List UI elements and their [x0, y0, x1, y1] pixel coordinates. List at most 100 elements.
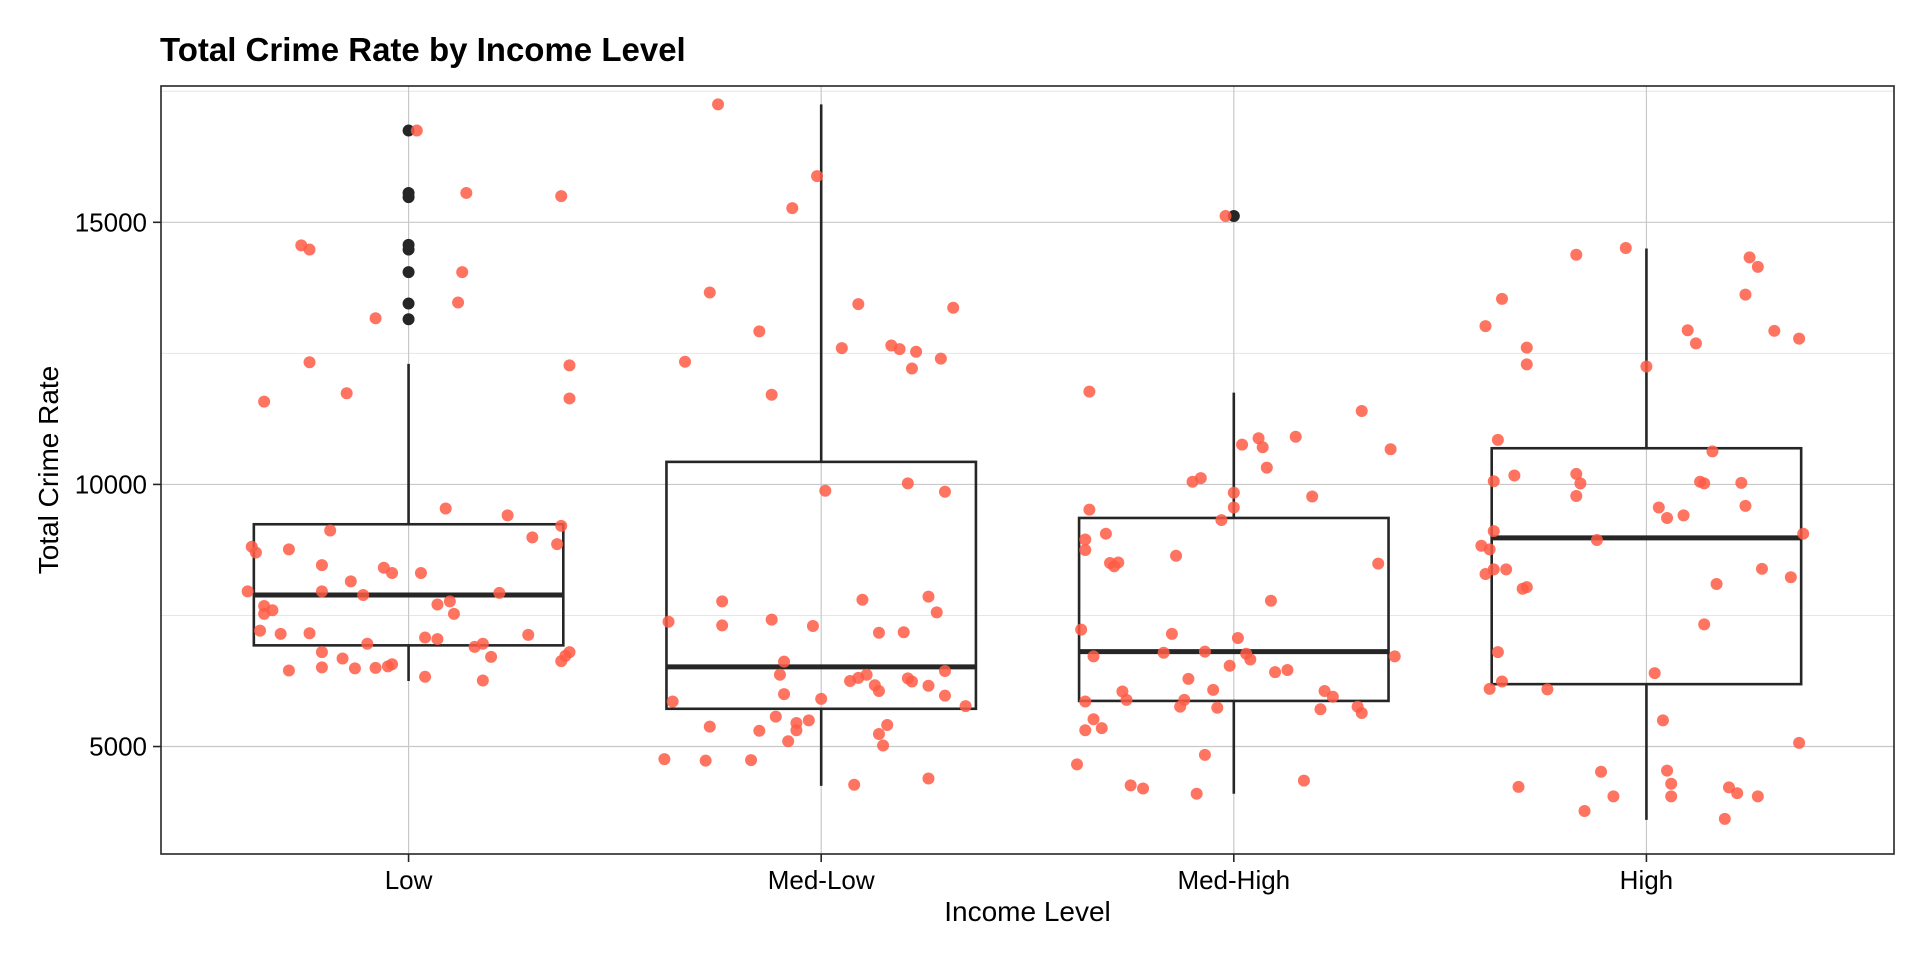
- data-point: [1306, 490, 1319, 503]
- data-point: [852, 298, 865, 311]
- data-point: [1095, 722, 1108, 735]
- data-point: [1496, 292, 1509, 305]
- data-point: [1190, 787, 1203, 800]
- data-point: [1170, 549, 1183, 562]
- data-point: [369, 661, 382, 674]
- box-iqr: [665, 460, 978, 711]
- x-tick-label: Med-Low: [768, 865, 875, 895]
- data-point: [1211, 701, 1224, 714]
- data-point: [1219, 210, 1232, 223]
- data-point: [1793, 332, 1806, 345]
- data-point: [1793, 736, 1806, 749]
- data-point: [1520, 358, 1533, 371]
- data-point: [1264, 594, 1277, 607]
- data-point: [1120, 693, 1133, 706]
- data-point: [1372, 557, 1385, 570]
- data-point: [745, 754, 758, 767]
- data-point: [1075, 623, 1088, 636]
- data-point: [1236, 438, 1249, 451]
- data-point: [555, 519, 568, 532]
- data-point: [447, 607, 460, 620]
- data-point: [1355, 405, 1368, 418]
- data-point: [1165, 627, 1178, 640]
- data-point: [662, 615, 675, 628]
- data-point: [1260, 461, 1273, 474]
- data-point: [922, 679, 935, 692]
- data-point: [1520, 581, 1533, 594]
- box-iqr: [252, 522, 565, 647]
- data-point: [753, 325, 766, 338]
- data-point: [485, 650, 498, 663]
- data-point: [1590, 533, 1603, 546]
- data-point: [1640, 360, 1653, 373]
- data-point: [947, 301, 960, 314]
- data-point: [1784, 571, 1797, 584]
- outlier-point: [402, 266, 415, 279]
- data-point: [1071, 758, 1084, 771]
- data-point: [1083, 385, 1096, 398]
- data-point: [905, 675, 918, 688]
- data-point: [303, 356, 316, 369]
- data-point: [1483, 682, 1496, 695]
- data-point: [336, 652, 349, 665]
- data-point: [431, 633, 444, 646]
- data-point: [1595, 765, 1608, 778]
- box-iqr: [1077, 516, 1390, 703]
- data-point: [699, 754, 712, 767]
- y-axis-label: Total Crime Rate: [33, 366, 64, 575]
- data-point: [1698, 618, 1711, 631]
- data-point: [922, 772, 935, 785]
- data-point: [877, 739, 890, 752]
- data-point: [1223, 659, 1236, 672]
- data-point: [1207, 683, 1220, 696]
- data-point: [1297, 774, 1310, 787]
- data-point: [1619, 241, 1632, 254]
- outlier-point: [402, 313, 415, 326]
- data-point: [1112, 556, 1125, 569]
- data-point: [1215, 514, 1228, 527]
- outlier-point: [402, 124, 415, 137]
- x-tick-label: Med-High: [1177, 865, 1290, 895]
- data-point: [815, 692, 828, 705]
- chart-title: Total Crime Rate by Income Level: [160, 31, 686, 68]
- data-point: [1578, 805, 1591, 818]
- data-point: [753, 724, 766, 737]
- data-point: [315, 559, 328, 572]
- data-point: [786, 202, 799, 215]
- data-point: [266, 604, 279, 617]
- data-point: [1751, 260, 1764, 273]
- data-point: [443, 595, 456, 608]
- data-point: [905, 362, 918, 375]
- data-point: [712, 98, 725, 111]
- data-point: [1574, 477, 1587, 490]
- data-point: [910, 345, 923, 358]
- box-med-low: [665, 104, 978, 786]
- point-layer: [241, 98, 1810, 825]
- data-point: [452, 296, 465, 309]
- data-point: [769, 710, 782, 723]
- data-point: [1689, 337, 1702, 350]
- data-point: [1661, 764, 1674, 777]
- data-point: [1735, 476, 1748, 489]
- data-point: [410, 124, 423, 137]
- data-point: [1491, 646, 1504, 659]
- data-point: [1520, 341, 1533, 354]
- data-point: [431, 598, 444, 611]
- data-point: [1182, 672, 1195, 685]
- data-point: [778, 688, 791, 701]
- data-point: [303, 627, 316, 640]
- data-point: [1256, 441, 1269, 454]
- data-point: [938, 485, 951, 498]
- data-point: [1656, 714, 1669, 727]
- data-point: [439, 502, 452, 515]
- data-point: [806, 619, 819, 632]
- data-point: [419, 670, 432, 683]
- y-tick-label: 15000: [75, 207, 147, 237]
- data-point: [765, 388, 778, 401]
- data-point: [1755, 562, 1768, 575]
- data-point: [782, 735, 795, 748]
- x-axis-label: Income Level: [944, 896, 1111, 927]
- data-point: [1157, 646, 1170, 659]
- data-point: [241, 585, 254, 598]
- data-point: [1797, 527, 1810, 540]
